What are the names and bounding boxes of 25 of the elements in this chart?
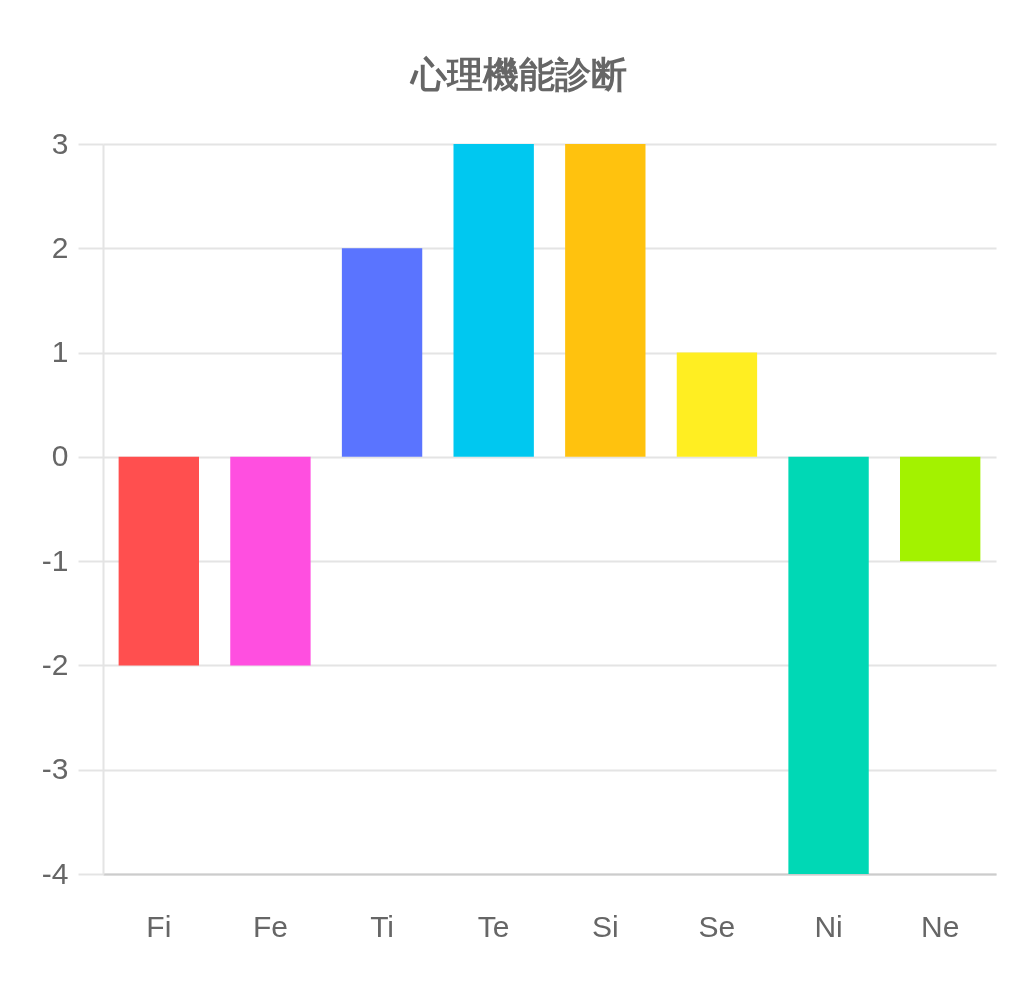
bar (676, 352, 758, 457)
x-tick-label: Si (591, 909, 619, 943)
x-tick-label: Se (698, 909, 736, 943)
x-tick-label: Ne (921, 909, 960, 943)
y-tick-label: 2 (51, 230, 69, 264)
x-tick-label: Fe (252, 909, 288, 943)
x-tick-label: Ni (814, 909, 843, 943)
bar (341, 248, 423, 457)
chart-title: 心理機能診断 (408, 54, 627, 95)
bar (788, 456, 869, 874)
x-tick-label: Ti (370, 909, 395, 943)
y-tick-label: -1 (41, 543, 69, 577)
x-tick-label: Fi (146, 909, 172, 943)
bar (118, 456, 199, 666)
bar (565, 144, 646, 457)
y-tick-label: -2 (41, 647, 69, 681)
bar (453, 144, 534, 457)
x-tick-label: Te (477, 909, 510, 943)
y-tick-label: 1 (51, 335, 69, 369)
y-tick-label: -4 (41, 856, 69, 890)
bar (230, 456, 311, 666)
y-tick-label: 0 (51, 439, 69, 473)
y-tick-label: -3 (41, 752, 69, 786)
y-tick-label: 3 (51, 126, 69, 160)
bar (900, 456, 981, 562)
